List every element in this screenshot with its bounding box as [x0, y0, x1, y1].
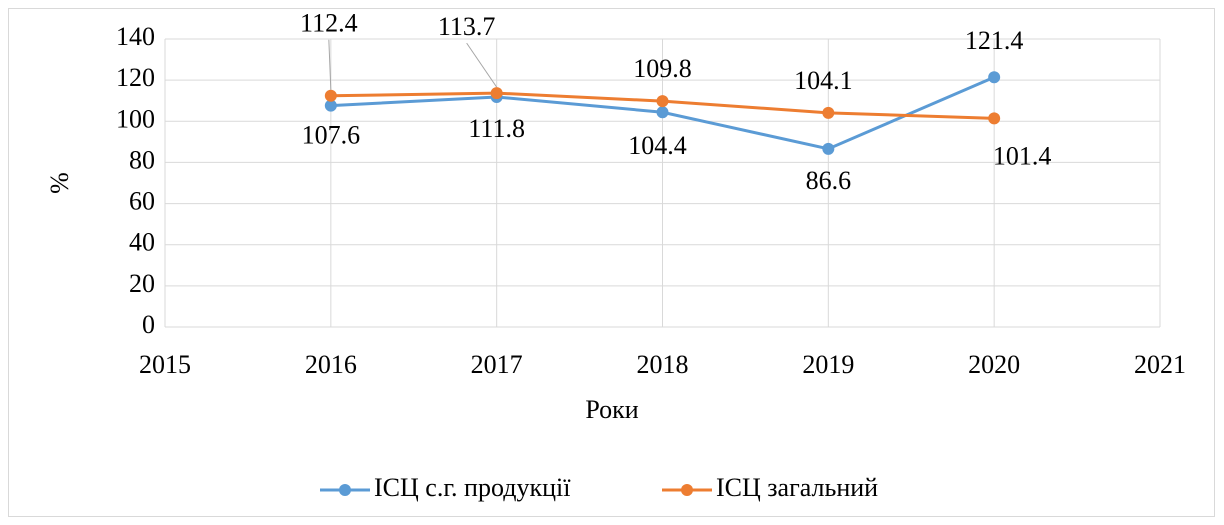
x-tick-label: 2018 [637, 350, 689, 379]
data-label: 86.6 [806, 166, 852, 195]
x-tick-label: 2016 [305, 350, 357, 379]
y-tick-label: 20 [129, 269, 155, 298]
x-axis-title: Роки [585, 395, 638, 424]
legend-label: ІСЦ загальний [716, 473, 878, 502]
data-point [490, 87, 503, 100]
data-point [324, 89, 337, 102]
data-point [822, 142, 835, 155]
y-tick-label: 140 [116, 22, 155, 51]
data-label: 104.4 [628, 131, 687, 160]
data-point [822, 106, 835, 119]
legend-marker [681, 484, 693, 496]
y-tick-label: 40 [129, 228, 155, 257]
data-label: 104.1 [794, 66, 853, 95]
data-label: 111.8 [468, 114, 525, 143]
y-tick-label: 60 [129, 187, 155, 216]
data-label: 121.4 [965, 26, 1024, 55]
leader-line [466, 42, 498, 88]
data-label: 109.8 [633, 54, 692, 83]
x-tick-label: 2019 [802, 350, 854, 379]
x-tick-label: 2020 [968, 350, 1020, 379]
data-point [656, 95, 669, 108]
data-point [988, 112, 1001, 125]
legend-marker [339, 484, 351, 496]
x-tick-label: 2017 [471, 350, 523, 379]
chart-border [8, 8, 1215, 517]
y-tick-label: 120 [116, 63, 155, 92]
y-axis-title: % [45, 172, 74, 194]
data-label: 112.4 [300, 9, 358, 38]
data-label: 107.6 [302, 121, 361, 150]
y-tick-label: 100 [116, 104, 155, 133]
data-point [324, 99, 337, 112]
x-tick-label: 2021 [1134, 350, 1186, 379]
leader-line [328, 39, 332, 90]
legend-label: ІСЦ с.г. продукції [374, 473, 571, 502]
data-point [988, 71, 1001, 84]
data-point [656, 106, 669, 119]
x-tick-label: 2015 [139, 350, 191, 379]
data-label: 101.4 [993, 141, 1052, 170]
data-label: 113.7 [438, 12, 496, 41]
y-tick-label: 80 [129, 145, 155, 174]
y-tick-label: 0 [142, 310, 155, 339]
